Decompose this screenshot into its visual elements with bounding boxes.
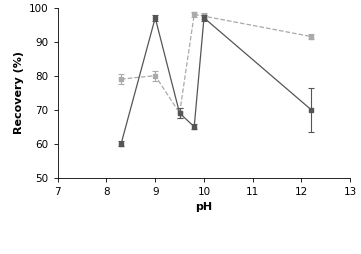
Y-axis label: Recovery (%): Recovery (%) (14, 51, 23, 134)
X-axis label: pH: pH (195, 202, 213, 212)
